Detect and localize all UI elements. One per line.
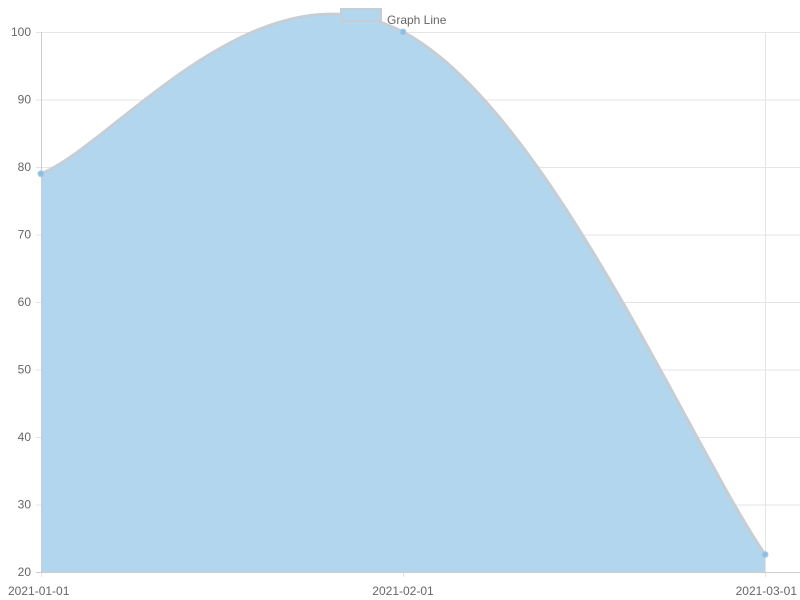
- legend-label[interactable]: Graph Line: [387, 13, 447, 27]
- legend[interactable]: Graph Line: [340, 8, 447, 27]
- y-tick-label: 100: [11, 25, 31, 39]
- y-tick-label: 40: [18, 430, 32, 444]
- data-points: [37, 28, 769, 558]
- y-tick-label: 20: [18, 565, 32, 579]
- series-area-fill: [41, 14, 765, 572]
- x-tick-label: 2021-01-01: [8, 584, 70, 598]
- data-point[interactable]: [761, 550, 769, 558]
- axes: [36, 32, 800, 573]
- x-tick-label: 2021-02-01: [372, 584, 434, 598]
- y-tick-label: 50: [18, 363, 32, 377]
- data-point[interactable]: [399, 28, 407, 36]
- y-tick-label: 60: [18, 295, 32, 309]
- series-line: [40, 12, 767, 556]
- series-area: [40, 12, 767, 572]
- y-tick-label: 80: [18, 160, 32, 174]
- y-tick-label: 70: [18, 228, 32, 242]
- x-tick-label: 2021-03-01: [736, 584, 798, 598]
- tick-labels: 20 30 40 50 60 70 80 90 100 2021-01-01 2021-02-01 2…: [8, 25, 797, 598]
- y-tick-label: 90: [18, 93, 32, 107]
- legend-swatch[interactable]: [340, 8, 382, 22]
- data-point[interactable]: [37, 170, 45, 178]
- y-tick-label: 30: [18, 498, 32, 512]
